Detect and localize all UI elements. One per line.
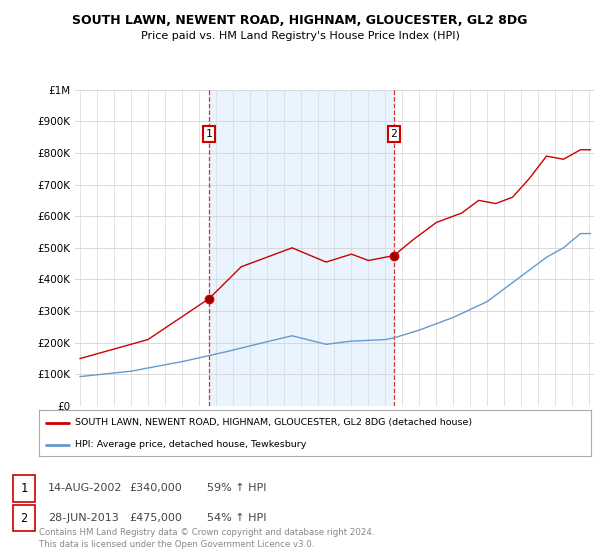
Text: 54% ↑ HPI: 54% ↑ HPI [207, 513, 266, 523]
Text: 28-JUN-2013: 28-JUN-2013 [48, 513, 119, 523]
Text: HPI: Average price, detached house, Tewkesbury: HPI: Average price, detached house, Tewk… [75, 440, 306, 450]
Text: SOUTH LAWN, NEWENT ROAD, HIGHNAM, GLOUCESTER, GL2 8DG: SOUTH LAWN, NEWENT ROAD, HIGHNAM, GLOUCE… [73, 14, 527, 27]
Text: 2: 2 [391, 129, 397, 139]
Text: 1: 1 [206, 129, 213, 139]
Text: Contains HM Land Registry data © Crown copyright and database right 2024.
This d: Contains HM Land Registry data © Crown c… [39, 528, 374, 549]
Text: 2: 2 [20, 511, 28, 525]
Text: Price paid vs. HM Land Registry's House Price Index (HPI): Price paid vs. HM Land Registry's House … [140, 31, 460, 41]
Text: SOUTH LAWN, NEWENT ROAD, HIGHNAM, GLOUCESTER, GL2 8DG (detached house): SOUTH LAWN, NEWENT ROAD, HIGHNAM, GLOUCE… [75, 418, 472, 427]
Text: £475,000: £475,000 [129, 513, 182, 523]
Text: 59% ↑ HPI: 59% ↑ HPI [207, 483, 266, 493]
Text: 1: 1 [20, 482, 28, 495]
Text: 14-AUG-2002: 14-AUG-2002 [48, 483, 122, 493]
Text: £340,000: £340,000 [129, 483, 182, 493]
Bar [209, 90, 394, 406]
